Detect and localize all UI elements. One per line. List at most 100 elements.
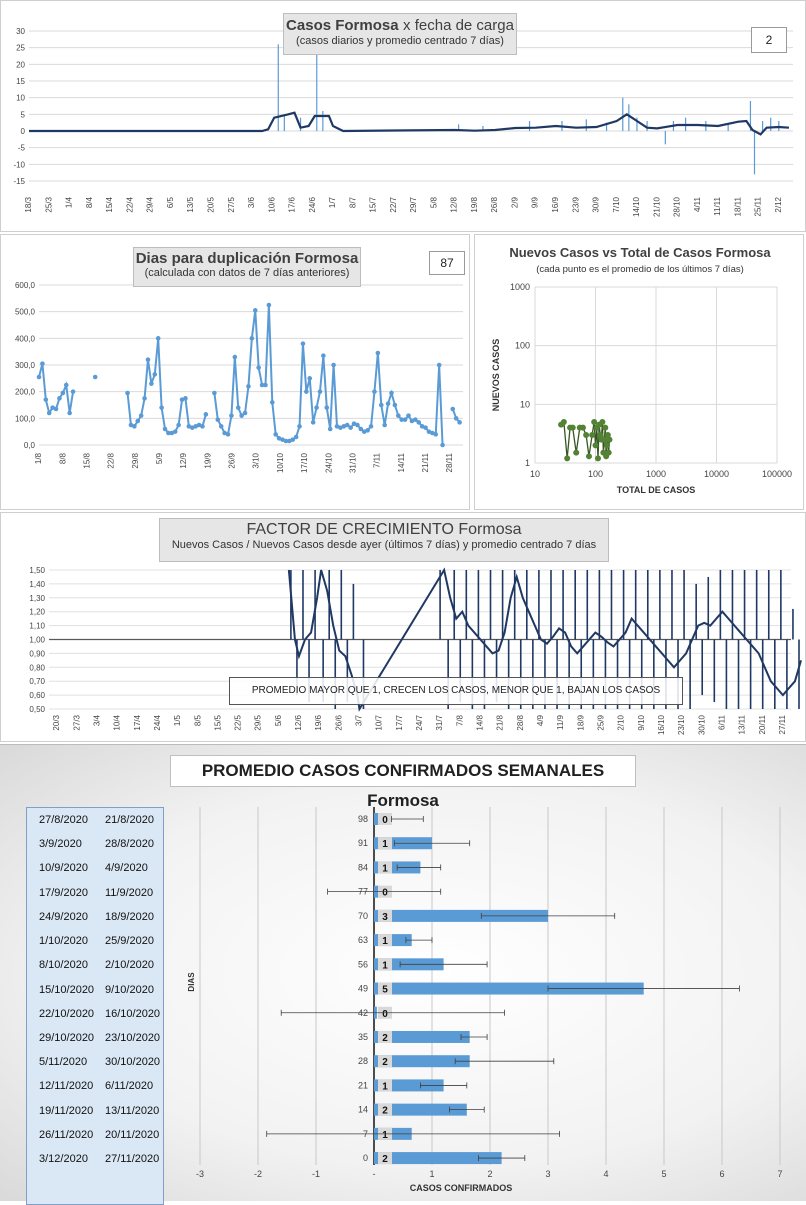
scatter-ytick-label: 100 xyxy=(515,341,530,351)
doubling-point xyxy=(433,432,439,437)
doubling-point xyxy=(395,413,401,418)
weekly-xtick-label: -1 xyxy=(312,1169,320,1179)
daily-xtick-label: 2/12 xyxy=(774,196,783,212)
growth-title-suffix: Formosa xyxy=(458,521,522,538)
scatter-point xyxy=(585,453,592,460)
growth-ytick-label: 1,50 xyxy=(29,566,45,575)
growth-xtick-label: 4/9 xyxy=(536,714,545,726)
doubling-point xyxy=(43,397,49,402)
daily-ytick-label: -5 xyxy=(18,144,26,153)
growth-ytick-label: 1,40 xyxy=(29,580,45,589)
doubling-point xyxy=(327,426,333,432)
growth-xtick-label: 10/7 xyxy=(375,714,384,730)
doubling-point xyxy=(293,434,299,440)
doubling-point xyxy=(314,405,319,410)
doubling-point xyxy=(372,389,377,394)
scatter-point xyxy=(599,418,606,425)
growth-factor-chart: 1,50 1,40 1,30 1,20 1,10 1,00 0,90 0,80 0,70 0,60… xyxy=(0,512,806,742)
doubling-xtick-label: 26/9 xyxy=(228,452,237,468)
doubling-point xyxy=(453,416,459,421)
weekly-xtick-label: 1 xyxy=(429,1169,434,1179)
doubling-point xyxy=(252,308,258,313)
scatter-ylabel: NUEVOS CASOS xyxy=(491,339,501,412)
weekly-category-label: 70 xyxy=(358,911,368,921)
daily-xtick-label: 26/8 xyxy=(490,196,499,212)
daily-xtick-label: 16/9 xyxy=(551,196,560,212)
weekly-bar xyxy=(374,1152,502,1165)
doubling-point xyxy=(145,357,151,362)
daily-xtick-label: 20/5 xyxy=(206,196,215,212)
doubling-point xyxy=(172,429,178,434)
growth-xtick-label: 20/3 xyxy=(52,714,61,730)
weekly-category-label: 49 xyxy=(358,984,368,994)
growth-xtick-label: 28/8 xyxy=(516,714,525,730)
growth-ytick-label: 0,50 xyxy=(29,705,45,714)
date-range-start: 21/8/2020 xyxy=(105,814,154,826)
doubling-point xyxy=(149,381,154,386)
daily-title-box: Casos Formosa x fecha de carga (casos di… xyxy=(283,13,517,55)
doubling-point xyxy=(297,424,302,429)
doubling-point xyxy=(200,424,205,429)
doubling-point xyxy=(176,422,181,428)
growth-xtick-label: 6/11 xyxy=(717,714,726,730)
weekly-category-label: 14 xyxy=(358,1105,368,1115)
doubling-point xyxy=(266,302,272,308)
growth-xtick-label: 31/7 xyxy=(435,714,444,730)
doubling-point xyxy=(378,402,384,408)
growth-xtick-label: 10/4 xyxy=(113,714,122,730)
growth-xtick-label: 25/9 xyxy=(597,714,606,730)
daily-xtick-label: 22/7 xyxy=(389,196,398,212)
doubling-point xyxy=(368,424,374,429)
weekly-value-label-bg xyxy=(378,982,392,995)
doubling-ytick-label: 100,0 xyxy=(15,414,36,423)
daily-title-suffix: x fecha de carga xyxy=(403,17,514,34)
daily-ytick-label: 30 xyxy=(16,27,25,36)
daily-xtick-label: 12/8 xyxy=(450,196,459,212)
daily-xtick-label: 21/10 xyxy=(652,196,661,217)
scatter-point xyxy=(560,418,567,425)
weekly-xtick-label: - xyxy=(373,1169,376,1179)
date-range-end: 12/11/2020 xyxy=(39,1080,94,1093)
growth-xtick-label: 24/7 xyxy=(415,714,424,730)
daily-xtick-label: 15/4 xyxy=(105,196,114,212)
doubling-point xyxy=(416,420,422,425)
scatter-point xyxy=(605,449,612,456)
growth-xtick-label: 19/6 xyxy=(314,714,323,730)
doubling-point xyxy=(183,396,188,401)
daily-ytick-label: -10 xyxy=(13,160,25,169)
weekly-value-label: 0 xyxy=(382,815,388,826)
doubling-point xyxy=(399,417,404,422)
doubling-point xyxy=(259,382,265,388)
weekly-value-label-bg xyxy=(378,958,392,971)
doubling-ytick-label: 200,0 xyxy=(15,388,36,397)
growth-ytick-label: 0,70 xyxy=(29,677,45,686)
doubling-plot: 600,0 500,0 400,0 300,0 200,0 100,0 0,0 1/8 8/8 1… xyxy=(15,281,463,473)
daily-ytick-label: -15 xyxy=(13,177,25,186)
growth-xtick-label: 27/11 xyxy=(778,714,787,734)
doubling-point xyxy=(132,424,137,429)
doubling-point xyxy=(249,336,255,341)
weekly-category-label: 84 xyxy=(358,862,368,872)
doubling-ytick-label: 400,0 xyxy=(15,334,36,343)
growth-xtick-label: 13/11 xyxy=(738,714,747,734)
doubling-xtick-label: 12/9 xyxy=(179,452,188,468)
doubling-point xyxy=(203,412,209,417)
scatter-point xyxy=(604,432,611,439)
doubling-point xyxy=(53,406,59,412)
doubling-point xyxy=(402,417,408,422)
doubling-point xyxy=(242,410,248,416)
weekly-bar xyxy=(374,813,380,825)
doubling-ytick-label: 600,0 xyxy=(15,281,36,290)
weekly-category-label: 0 xyxy=(363,1153,368,1163)
doubling-point xyxy=(324,405,330,410)
doubling-line xyxy=(38,363,75,416)
date-range-start: 4/9/2020 xyxy=(105,862,148,875)
doubling-point xyxy=(215,417,221,422)
date-range-end: 3/12/2020 xyxy=(39,1153,88,1166)
doubling-xtick-label: 7/11 xyxy=(373,452,382,468)
date-range-start: 27/11/2020 xyxy=(105,1153,160,1166)
date-range-start: 30/10/2020 xyxy=(105,1056,161,1069)
daily-xtick-label: 28/10 xyxy=(673,196,682,217)
scatter-point xyxy=(569,424,576,431)
